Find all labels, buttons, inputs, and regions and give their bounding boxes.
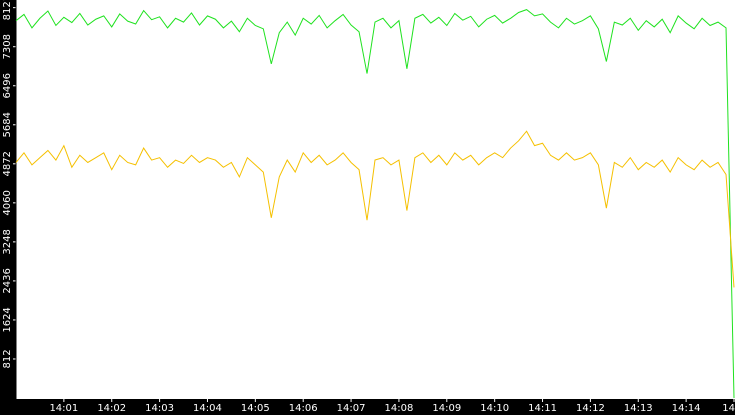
x-tick-label: 14:07 [337,403,366,414]
x-tick-label: 14:12 [576,403,605,414]
series-line [15,9,735,399]
x-axis-strip [0,399,735,415]
x-tick-label: 14:05 [241,403,270,414]
series-line [15,130,735,288]
y-tick-label: 8121 [2,0,13,20]
x-tick-label: 14:01 [49,403,78,414]
x-tick-label: 14:11 [528,403,557,414]
y-tick-label: 4872 [2,151,13,176]
y-tick-label: 2436 [2,268,13,293]
y-axis-strip [0,0,16,415]
y-tick-label: 6496 [2,73,13,98]
y-tick-label: 7308 [2,34,13,59]
x-tick-label: 14:02 [97,403,126,414]
y-tick-label: 5684 [2,112,13,137]
x-tick-label: 14 [722,403,735,414]
y-tick-label: 3248 [2,229,13,254]
y-tick-label: 1624 [2,307,13,332]
y-tick-label: 812 [2,349,13,368]
x-tick-label: 14:04 [193,403,222,414]
y-tick-label: 4060 [2,190,13,215]
x-tick-label: 14:06 [289,403,318,414]
x-tick-label: 14:09 [432,403,461,414]
x-tick-label: 14:10 [480,403,509,414]
x-tick-label: 14:08 [385,403,414,414]
x-tick-label: 14:13 [624,403,653,414]
x-tick-label: 14:03 [145,403,174,414]
x-tick-label: 14:14 [672,403,701,414]
